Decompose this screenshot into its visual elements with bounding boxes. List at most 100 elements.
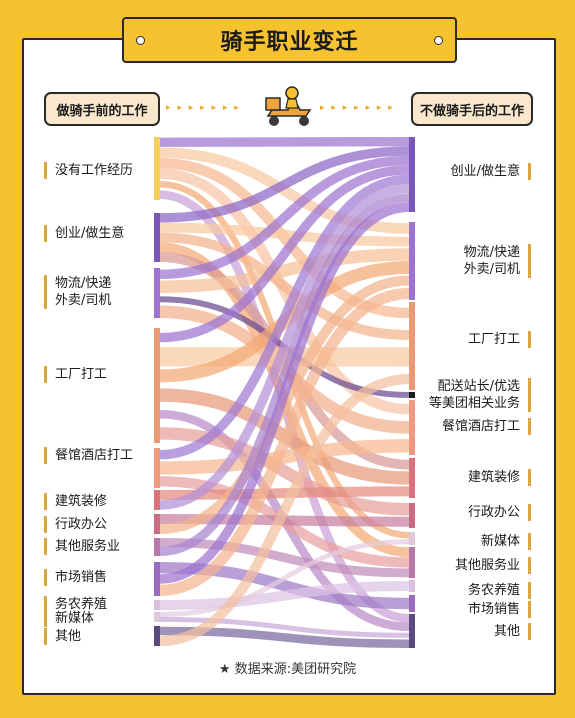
- arrow-dots-right: ▸ ▸ ▸ ▸ ▸ ▸ ▸: [320, 103, 395, 113]
- flow-restaurant-to-restaurant: [159, 439, 410, 475]
- label-line: 务农养殖: [55, 596, 108, 612]
- left-node-none: [154, 137, 160, 200]
- right-label-newmedia: 新媒体: [480, 532, 531, 550]
- left-node-logistics: [154, 268, 160, 318]
- left-label-newmedia: 新媒体: [44, 609, 95, 627]
- label-line: 建筑装修: [467, 469, 520, 485]
- right-label-construction: 建筑装修: [467, 468, 531, 486]
- right-label-admin: 行政办公: [467, 503, 531, 521]
- right-node-factory: [409, 302, 415, 390]
- label-line: 配送站长/优选: [437, 379, 520, 394]
- left-node-newmedia: [154, 612, 160, 622]
- label-line: 行政办公: [467, 504, 520, 520]
- flow-newmedia-to-newmedia: [159, 539, 410, 617]
- left-label-factory: 工厂打工: [44, 365, 108, 383]
- left-label-construction: 建筑装修: [44, 492, 108, 510]
- header-after: 不做骑手后的工作: [411, 92, 533, 126]
- flow-construction-to-startup: [159, 183, 410, 510]
- label-line: 物流/快递: [463, 245, 520, 260]
- left-node-restaurant: [154, 448, 160, 488]
- flow-services-to-services: [159, 538, 410, 578]
- flow-logistics-to-startup: [159, 155, 410, 279]
- right-node-construction: [409, 458, 415, 498]
- left-node-other: [154, 626, 160, 646]
- label-line: 外卖/司机: [55, 293, 112, 308]
- label-line: 务农养殖: [467, 582, 520, 598]
- label-line: 外卖/司机: [463, 262, 520, 277]
- flow-none-to-startup: [159, 137, 410, 147]
- arrow-dots-left: ▸ ▸ ▸ ▸ ▸ ▸ ▸: [166, 103, 241, 113]
- label-line: 物流/快递: [55, 276, 112, 291]
- flow-restaurant-to-startup: [159, 174, 410, 460]
- right-node-other: [409, 614, 415, 648]
- label-line: 建筑装修: [55, 493, 108, 509]
- page-title: 骑手职业变迁: [220, 30, 359, 55]
- left-label-startup: 创业/做生意: [44, 224, 125, 242]
- right-label-station: 配送站长/优选等美团相关业务: [429, 378, 531, 412]
- flow-logistics-to-logistics: [159, 248, 410, 293]
- left-node-services: [154, 538, 160, 556]
- right-label-startup: 创业/做生意: [450, 162, 531, 180]
- label-line: 行政办公: [55, 516, 108, 532]
- right-node-admin: [409, 503, 415, 528]
- header-before: 做骑手前的工作: [44, 92, 160, 126]
- flow-startup-to-logistics: [159, 222, 410, 247]
- left-label-services: 其他服务业: [44, 537, 121, 555]
- right-node-newmedia: [409, 532, 415, 545]
- label-line: 创业/做生意: [450, 163, 520, 179]
- flow-newmedia-to-other: [159, 617, 410, 638]
- label-line: 等美团相关业务: [428, 396, 520, 411]
- left-node-sales: [154, 562, 160, 596]
- label-line: 工厂打工: [55, 366, 108, 382]
- flow-agri-to-agri: [159, 581, 410, 610]
- flow-services-to-startup: [159, 193, 410, 556]
- right-node-logistics: [409, 222, 415, 300]
- label-line: 其他: [55, 628, 82, 644]
- label-line: 餐馆酒店打工: [55, 447, 134, 463]
- banner-dot-right: [434, 36, 443, 45]
- label-line: 餐馆酒店打工: [441, 418, 520, 434]
- label-line: 新媒体: [480, 533, 520, 549]
- left-label-restaurant: 餐馆酒店打工: [44, 446, 134, 464]
- label-line: 其他服务业: [55, 538, 121, 554]
- data-source: ★ 数据来源:美团研究院: [218, 662, 357, 677]
- right-label-other: 其他: [493, 622, 531, 640]
- label-line: 没有工作经历: [55, 162, 134, 178]
- flow-sales-to-logistics: [159, 287, 410, 596]
- left-node-admin: [154, 514, 160, 534]
- left-label-logistics: 物流/快递外卖/司机: [44, 275, 111, 309]
- left-label-other: 其他: [44, 627, 82, 645]
- flow-startup-to-factory: [159, 232, 410, 340]
- left-node-startup: [154, 213, 160, 262]
- right-label-factory: 工厂打工: [467, 330, 531, 348]
- label-line: 创业/做生意: [55, 225, 125, 241]
- label-line: 新媒体: [55, 610, 95, 626]
- right-label-services: 其他服务业: [454, 556, 531, 574]
- left-label-sales: 市场销售: [44, 568, 108, 586]
- flow-sales-to-sales: [159, 562, 410, 610]
- right-label-restaurant: 餐馆酒店打工: [441, 417, 531, 435]
- rider-scooter-icon: [265, 86, 312, 126]
- right-node-restaurant: [409, 400, 415, 455]
- label-line: 其他服务业: [454, 557, 520, 573]
- right-label-logistics: 物流/快递外卖/司机: [464, 244, 531, 278]
- label-line: 市场销售: [55, 569, 108, 585]
- flow-other-to-factory: [159, 374, 410, 646]
- banner-dot-left: [136, 36, 145, 45]
- right-label-sales: 市场销售: [467, 600, 531, 618]
- label-line: 市场销售: [467, 601, 520, 617]
- label-line: 工厂打工: [467, 331, 520, 347]
- label-line: 其他: [493, 623, 520, 639]
- right-node-sales: [409, 595, 415, 612]
- right-node-station: [409, 392, 415, 398]
- right-node-agri: [409, 580, 415, 592]
- right-node-startup: [409, 137, 415, 212]
- flow-factory-to-startup: [159, 165, 410, 343]
- title-banner: 骑手职业变迁: [122, 17, 457, 63]
- left-label-admin: 行政办公: [44, 515, 108, 533]
- left-node-factory: [154, 328, 160, 443]
- left-node-agri: [154, 600, 160, 610]
- left-label-agri: 务农养殖: [44, 595, 108, 613]
